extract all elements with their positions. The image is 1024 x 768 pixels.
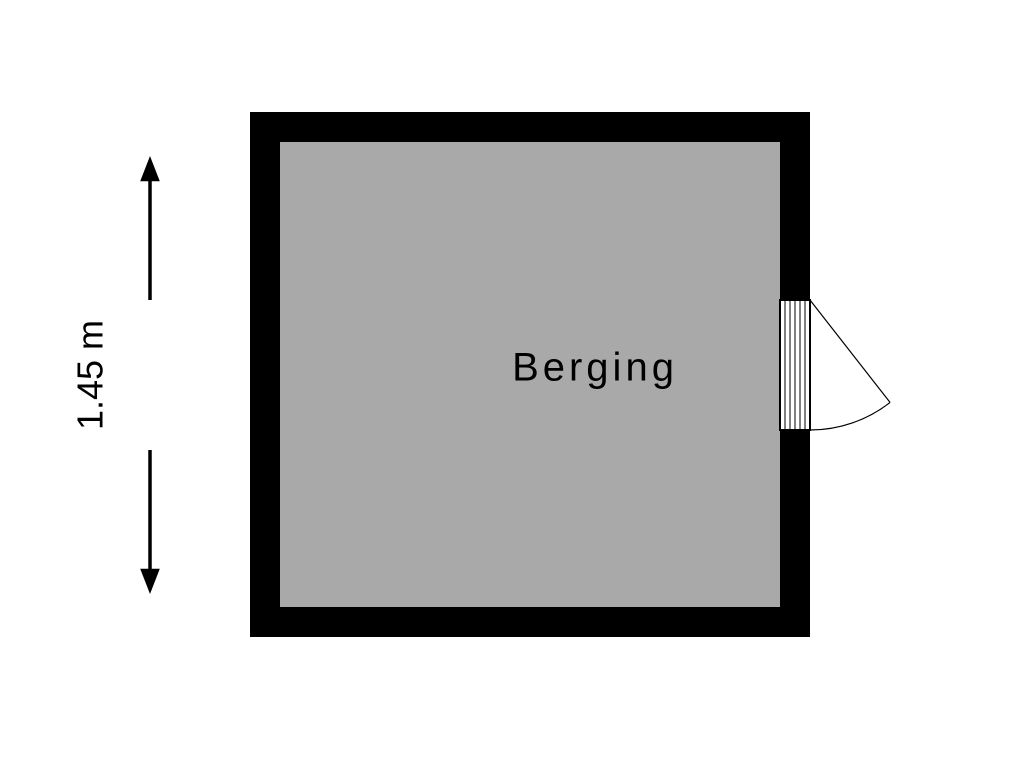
wall-top [250,112,810,142]
dimension-label: 1.45 m [70,320,111,430]
wall-right-lower [780,430,810,637]
wall-left [250,112,280,637]
wall-right-upper [780,112,810,300]
wall-bottom [250,607,810,637]
room-label: Berging [512,346,678,390]
